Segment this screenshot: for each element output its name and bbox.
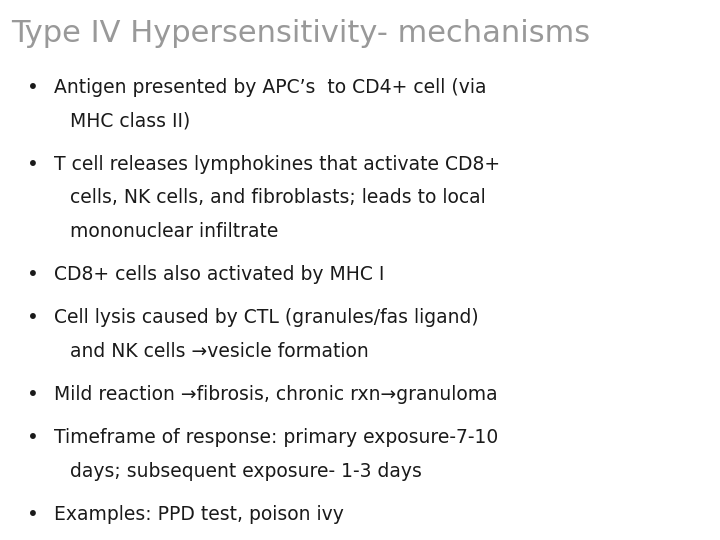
Text: •: • [27, 78, 39, 97]
Text: •: • [27, 505, 39, 524]
Text: Timeframe of response: primary exposure-7-10: Timeframe of response: primary exposure-… [54, 428, 498, 447]
Text: Cell lysis caused by CTL (granules/fas ligand): Cell lysis caused by CTL (granules/fas l… [54, 308, 479, 327]
Text: •: • [27, 428, 39, 447]
Text: Antigen presented by APC’s  to CD4+ cell (via: Antigen presented by APC’s to CD4+ cell … [54, 78, 487, 97]
Text: •: • [27, 265, 39, 284]
Text: •: • [27, 155, 39, 174]
Text: Type IV Hypersensitivity- mechanisms: Type IV Hypersensitivity- mechanisms [11, 19, 590, 48]
Text: T cell releases lymphokines that activate CD8+: T cell releases lymphokines that activat… [54, 155, 500, 174]
Text: CD8+ cells also activated by MHC I: CD8+ cells also activated by MHC I [54, 265, 384, 284]
Text: •: • [27, 385, 39, 404]
Text: cells, NK cells, and fibroblasts; leads to local: cells, NK cells, and fibroblasts; leads … [70, 188, 485, 207]
Text: MHC class II): MHC class II) [70, 112, 190, 131]
Text: and NK cells →vesicle formation: and NK cells →vesicle formation [70, 342, 369, 361]
Text: •: • [27, 308, 39, 327]
Text: days; subsequent exposure- 1-3 days: days; subsequent exposure- 1-3 days [70, 462, 422, 481]
Text: mononuclear infiltrate: mononuclear infiltrate [70, 222, 278, 241]
Text: Mild reaction →fibrosis, chronic rxn→granuloma: Mild reaction →fibrosis, chronic rxn→gra… [54, 385, 498, 404]
Text: Examples: PPD test, poison ivy: Examples: PPD test, poison ivy [54, 505, 344, 524]
